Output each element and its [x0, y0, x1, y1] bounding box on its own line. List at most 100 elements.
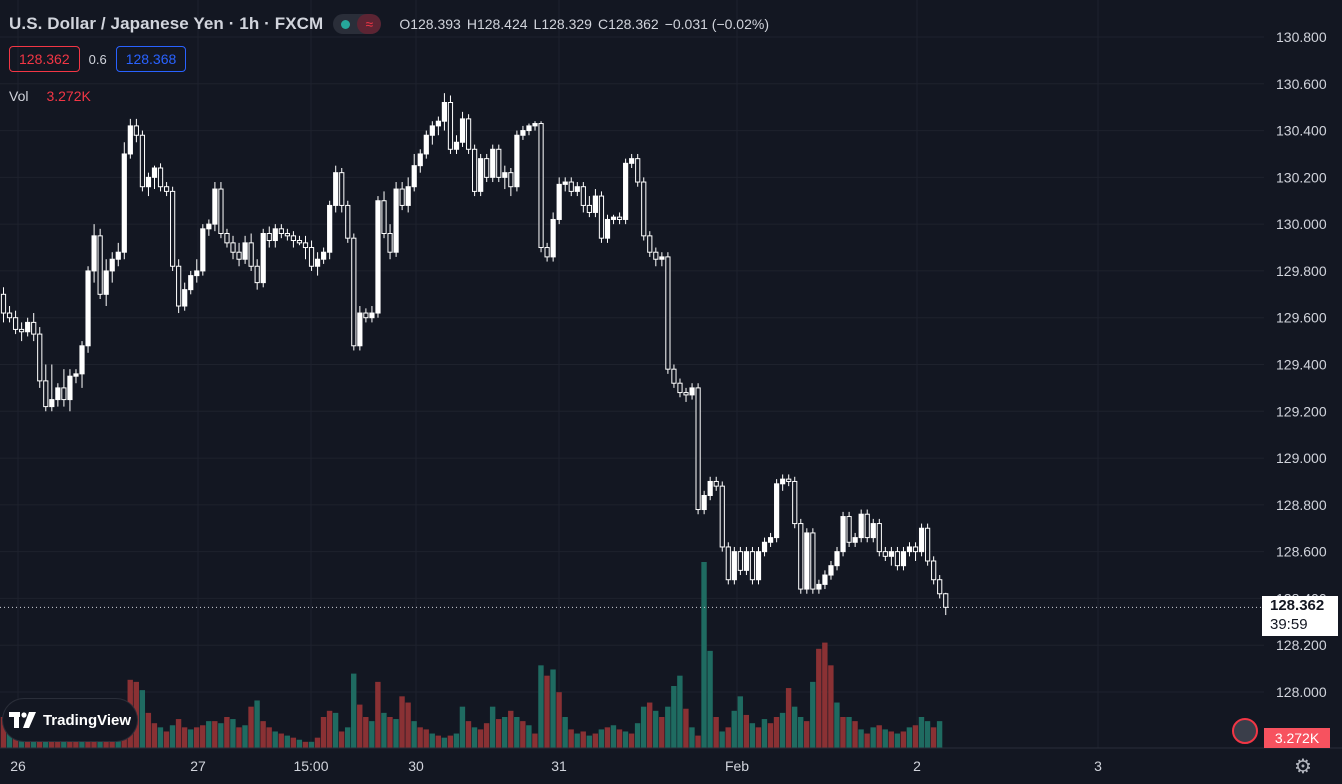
candle: [73, 369, 79, 384]
volume-bar: [429, 733, 435, 748]
volume-bar: [677, 675, 683, 748]
volume-bar: [212, 721, 218, 748]
volume-bar: [308, 741, 315, 748]
price-tick-label: 129.200: [1276, 403, 1327, 419]
high-value: 128.424: [476, 16, 528, 32]
candle: [230, 235, 236, 260]
candle-body: [115, 251, 121, 260]
volume-bar: [834, 702, 840, 748]
close-label: C: [597, 16, 609, 32]
candle: [375, 196, 381, 318]
candle-body: [314, 258, 321, 267]
candle-body: [767, 537, 774, 543]
volume-bar: [604, 727, 611, 748]
candle-body: [411, 165, 417, 188]
candle-body: [109, 258, 115, 272]
gear-icon[interactable]: ⚙: [1294, 755, 1312, 778]
candle-body: [610, 216, 617, 220]
volume-bar: [930, 727, 937, 748]
candle: [6, 306, 13, 323]
candle-body: [79, 345, 85, 375]
candle-body: [278, 228, 284, 234]
candle: [755, 546, 762, 585]
price-tick-label: 129.600: [1276, 310, 1327, 326]
candle-body: [49, 399, 55, 408]
candle-body: [580, 186, 586, 206]
volume-bar: [465, 721, 472, 748]
candle-body: [453, 141, 460, 150]
candle-body: [67, 375, 73, 401]
candle: [423, 130, 429, 159]
candle: [272, 224, 278, 248]
candle-body: [441, 102, 448, 122]
volume-bar: [441, 737, 448, 748]
symbol-title[interactable]: U.S. Dollar / Japanese Yen · 1h · FXCM: [9, 14, 324, 33]
candle-body: [417, 153, 423, 167]
candle-body: [701, 495, 707, 511]
volume-bar: [206, 721, 212, 748]
sell-button[interactable]: 128.362: [9, 46, 80, 72]
candle-body: [254, 265, 260, 284]
candle: [792, 476, 798, 529]
change-value: −0.031 (−0.02%): [664, 16, 769, 32]
candle: [67, 369, 73, 412]
candle: [514, 130, 520, 192]
volume-value: 3.272K: [46, 88, 91, 104]
volume-bar: [145, 712, 152, 748]
candle: [943, 592, 949, 616]
candle-body: [363, 312, 369, 319]
candle: [242, 235, 248, 264]
volume-bar: [888, 731, 894, 748]
candle: [25, 317, 31, 337]
candle: [629, 153, 635, 168]
volume-bar: [737, 696, 743, 748]
candle: [290, 231, 297, 248]
tradingview-logo[interactable]: TradingView: [3, 699, 137, 741]
time-axis-labels[interactable]: 26 27 15:00 30 31 Feb 2 3: [10, 758, 1102, 774]
volume-label[interactable]: Vol: [9, 88, 29, 104]
candle-body: [804, 532, 810, 590]
candle: [429, 121, 435, 145]
candle-body: [103, 270, 109, 295]
market-status[interactable]: ≈: [333, 14, 382, 34]
candle: [417, 149, 423, 173]
logo-text: TradingView: [42, 711, 132, 729]
price-tick-label: 130.200: [1276, 169, 1327, 185]
candle-body: [321, 251, 327, 260]
candle-body: [659, 256, 665, 260]
candle: [478, 153, 484, 197]
candle: [411, 153, 417, 192]
candle-body: [755, 551, 762, 581]
candle: [188, 270, 194, 295]
candle-body: [61, 387, 67, 401]
market-status-icon: [341, 19, 351, 29]
volume-bar: [822, 642, 828, 748]
candle-body: [296, 240, 303, 244]
candle: [121, 142, 127, 260]
candle: [393, 182, 399, 257]
candle: [254, 259, 260, 290]
candle: [683, 387, 689, 402]
candle: [598, 191, 605, 243]
volume-bar: [755, 727, 762, 748]
candle-body: [308, 247, 315, 267]
candle-body: [484, 158, 490, 178]
candle-body: [604, 218, 611, 239]
volume-bar: [894, 733, 901, 748]
us-flag-icon[interactable]: [1232, 718, 1258, 744]
candle-body: [423, 134, 429, 155]
candle-body: [737, 551, 743, 571]
candle: [761, 537, 768, 557]
candle-body: [176, 265, 182, 307]
candle-body: [502, 172, 508, 178]
price-axis[interactable]: [1264, 0, 1342, 784]
volume-bar: [471, 727, 478, 748]
volume-bar: [338, 731, 345, 748]
volume-bar: [785, 688, 792, 748]
candle-body: [858, 513, 864, 539]
volume-bar: [254, 700, 260, 748]
candle: [381, 191, 387, 239]
buy-button[interactable]: 128.368: [115, 46, 187, 72]
candle-body: [290, 235, 297, 242]
